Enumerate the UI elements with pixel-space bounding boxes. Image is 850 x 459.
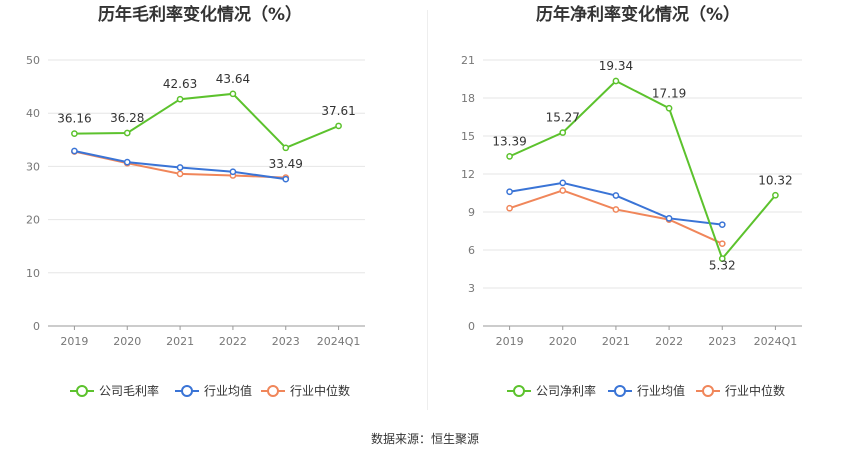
y-tick-label: 21 [461, 54, 475, 67]
data-point [123, 158, 131, 166]
y-tick-label: 15 [461, 130, 475, 143]
legend-marker [76, 385, 88, 397]
series-line-1 [509, 181, 723, 226]
x-tick-label: 2021 [602, 335, 630, 348]
x-tick-label: 2023 [708, 335, 736, 348]
legend-label: 行业中位数 [290, 383, 350, 398]
data-label: 15.27 [546, 111, 580, 125]
chart-divider [427, 10, 428, 410]
y-tick-label: 10 [26, 267, 40, 280]
x-tick-label: 2022 [219, 335, 247, 348]
y-tick-label: 9 [468, 206, 475, 219]
x-tick-label: 2020 [549, 335, 577, 348]
legend-marker [702, 385, 714, 397]
legend-marker [181, 385, 193, 397]
y-tick-label: 18 [461, 92, 475, 105]
data-point [559, 187, 567, 194]
net-margin-chart: 历年净利率变化情况（%） 0 3 6 9 12 15 18 21 2019 2020 2021 2022… [461, 4, 802, 398]
data-point [176, 170, 184, 178]
legend-label: 公司毛利率 [99, 383, 159, 398]
legend-marker [513, 385, 525, 397]
data-point [506, 204, 513, 212]
legend-label: 行业中位数 [725, 383, 785, 398]
y-tick-label: 40 [26, 107, 40, 120]
y-tick-label: 0 [33, 320, 40, 333]
legend-label: 公司净利率 [536, 383, 596, 398]
data-point [176, 164, 184, 171]
x-tick-label: 2024Q1 [754, 335, 798, 348]
data-label: 42.63 [163, 77, 197, 91]
data-point [612, 206, 620, 213]
chart-title: 历年净利率变化情况（%） [536, 4, 740, 25]
data-label: 5.32 [709, 259, 736, 273]
data-point [665, 214, 673, 222]
y-tick-label: 50 [26, 54, 40, 67]
data-point [229, 90, 237, 98]
data-point [718, 255, 726, 262]
y-tick-label: 0 [468, 320, 475, 333]
legend-label: 行业均值 [204, 383, 252, 398]
data-point [559, 179, 567, 187]
data-point [282, 144, 290, 152]
legend-marker [614, 385, 626, 397]
data-label: 33.49 [269, 157, 303, 171]
x-tick-label: 2022 [655, 335, 683, 348]
data-label: 17.19 [652, 86, 686, 100]
x-tick-label: 2020 [113, 335, 141, 348]
y-tick-label: 12 [461, 168, 475, 181]
data-point [71, 147, 78, 155]
data-point [718, 240, 726, 248]
data-point [559, 129, 567, 136]
legend-marker [267, 385, 279, 397]
y-tick-label: 6 [468, 244, 475, 257]
x-tick-label: 2019 [60, 335, 88, 348]
x-tick-label: 2024Q1 [317, 335, 361, 348]
data-label: 43.64 [216, 72, 250, 86]
data-label: 19.34 [599, 59, 633, 73]
data-label: 13.39 [492, 134, 526, 148]
data-label: 36.16 [57, 112, 91, 126]
data-label: 10.32 [758, 173, 792, 187]
data-point [506, 188, 513, 196]
data-label: 36.28 [110, 111, 144, 125]
data-point [123, 129, 131, 137]
y-tick-label: 30 [26, 160, 40, 173]
x-tick-label: 2021 [166, 335, 194, 348]
data-point [506, 153, 513, 160]
data-point [612, 192, 620, 199]
data-point [335, 122, 342, 130]
data-point [612, 77, 620, 85]
y-tick-label: 3 [468, 282, 475, 295]
data-point [718, 221, 726, 229]
data-point [282, 175, 290, 183]
x-tick-label: 2023 [272, 335, 300, 348]
gross-margin-chart: 历年毛利率变化情况（%） 0 10 20 30 40 50 2019 2020 2021 2022 2… [26, 4, 365, 398]
data-point [665, 104, 673, 112]
data-point [229, 168, 237, 176]
data-point [772, 191, 779, 199]
data-label: 37.61 [321, 104, 355, 118]
y-tick-label: 20 [26, 214, 40, 227]
legend-label: 行业均值 [637, 383, 685, 398]
data-source: 数据来源：恒生聚源 [370, 432, 479, 446]
chart-title: 历年毛利率变化情况（%） [98, 4, 302, 25]
series-line-0 [74, 92, 339, 150]
series-line-0 [509, 79, 777, 261]
data-point [176, 95, 184, 103]
data-point [71, 130, 78, 137]
x-tick-label: 2019 [496, 335, 524, 348]
